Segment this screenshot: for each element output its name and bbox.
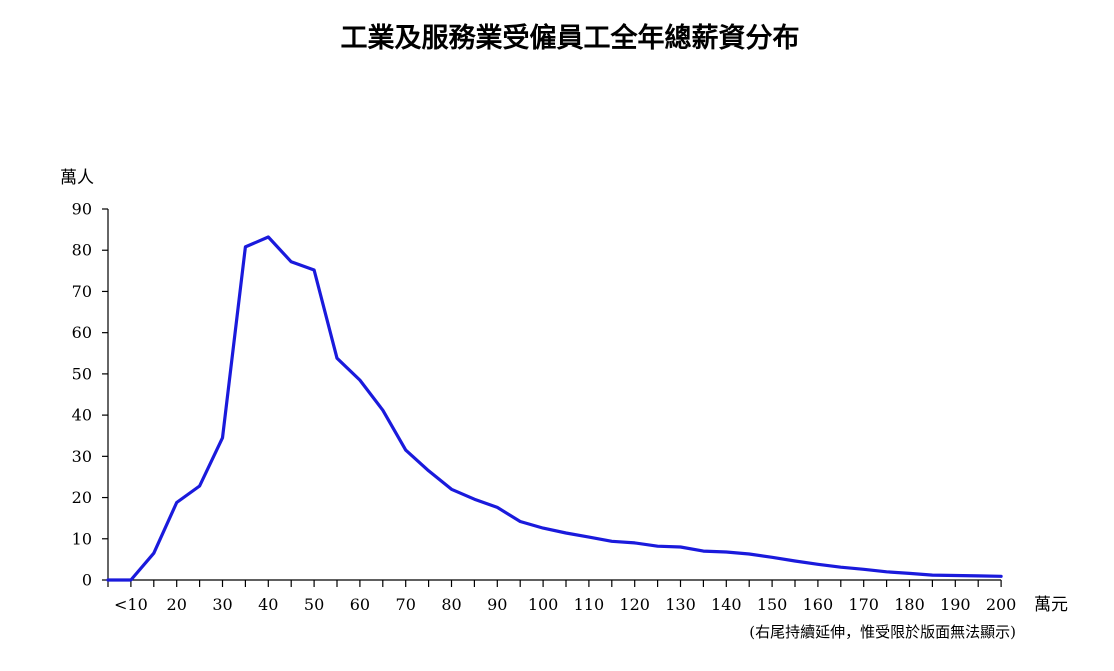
x-tick-label: 70: [396, 595, 416, 614]
x-tick-label: 130: [665, 595, 696, 614]
x-tick-label: 200: [986, 595, 1017, 614]
x-tick-label: 20: [167, 595, 187, 614]
y-tick-label: 60: [72, 323, 92, 342]
x-tick-label: 150: [757, 595, 788, 614]
x-tick-label: 40: [258, 595, 278, 614]
y-tick-label: 40: [72, 406, 92, 425]
x-tick-label: <10: [114, 595, 148, 614]
x-tick-label: 30: [212, 595, 232, 614]
x-tick-label: 180: [894, 595, 925, 614]
x-tick-label: 110: [574, 595, 605, 614]
y-axis-ticks: 0 10 20 30 40 50 60 70 80 90: [72, 200, 108, 590]
series-layer: [106, 235, 1003, 582]
y-axis-unit-label: 萬人: [60, 168, 94, 188]
y-tick-label: 70: [72, 282, 92, 301]
y-tick-label: 10: [72, 529, 92, 548]
x-tick-label: 160: [803, 595, 834, 614]
x-tick-label: 90: [487, 595, 507, 614]
x-tick-label: 170: [848, 595, 879, 614]
y-tick-label: 0: [82, 571, 92, 590]
x-tick-label: 120: [619, 595, 650, 614]
y-tick-label: 50: [72, 364, 92, 383]
y-tick-label: 30: [72, 447, 92, 466]
chart-title: 工業及服務業受僱員工全年總薪資分布: [341, 22, 800, 54]
x-axis-unit-label: 萬元: [1034, 595, 1068, 615]
x-tick-label: 80: [441, 595, 461, 614]
axes: [107, 209, 1002, 581]
y-tick-label: 20: [72, 488, 92, 507]
x-axis-ticks: <10 20 30 40 50 60 70 80 90 100 110 120 130 140 150 160…: [107, 580, 1017, 614]
x-tick-label: 190: [940, 595, 971, 614]
y-tick-label: 80: [72, 241, 92, 260]
chart-footnote: (右尾持續延伸，惟受限於版面無法顯示): [749, 623, 1016, 641]
x-tick-label: 100: [528, 595, 559, 614]
x-tick-label: 60: [350, 595, 370, 614]
x-tick-label: 50: [304, 595, 324, 614]
x-tick-label: 140: [711, 595, 742, 614]
y-tick-label: 90: [72, 200, 92, 219]
series-line-0: [106, 235, 1003, 582]
